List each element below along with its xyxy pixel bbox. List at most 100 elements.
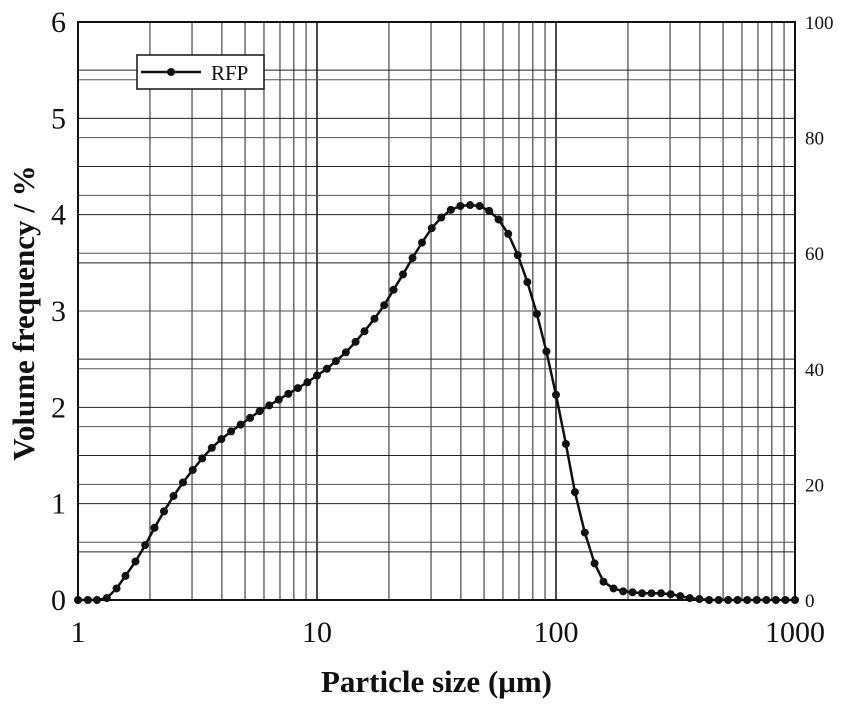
y-tick-label: 1 <box>51 488 66 521</box>
data-point <box>265 401 274 410</box>
data-point <box>313 371 321 380</box>
grid-lines <box>78 22 795 600</box>
data-point <box>141 541 150 550</box>
data-point <box>762 596 771 604</box>
data-point <box>322 364 331 373</box>
data-point <box>293 384 302 393</box>
data-point <box>504 229 513 238</box>
data-point <box>781 596 790 604</box>
data-point <box>485 206 494 215</box>
data-point <box>676 592 685 601</box>
data-point <box>389 285 398 294</box>
data-point <box>227 427 236 436</box>
x-tick-label: 10 <box>302 616 332 649</box>
data-point <box>360 327 369 336</box>
x-axis-title: Particle size (μm) <box>321 664 552 699</box>
y2-tick-label: 0 <box>805 591 815 612</box>
data-point <box>160 507 169 516</box>
data-point <box>771 596 780 604</box>
data-point <box>112 584 121 593</box>
data-point <box>542 347 551 356</box>
y2-tick-label: 60 <box>805 244 824 265</box>
data-point <box>695 595 704 604</box>
data-point <box>427 224 436 233</box>
data-point <box>752 596 761 604</box>
data-point <box>284 389 293 398</box>
data-point <box>380 301 389 310</box>
data-point <box>580 528 589 537</box>
data-point <box>532 309 541 318</box>
data-point <box>74 596 82 604</box>
data-point <box>523 278 532 287</box>
data-point <box>341 348 350 357</box>
data-point <box>494 215 503 224</box>
y-tick-label: 4 <box>51 199 66 232</box>
legend: RFP <box>136 54 265 90</box>
data-point <box>83 596 92 604</box>
plot-frame <box>77 21 796 601</box>
data-point <box>743 596 752 604</box>
data-point <box>236 420 245 429</box>
x-tick-label: 100 <box>534 616 579 649</box>
y-axis-title: Volume frequency / % <box>6 165 41 460</box>
data-point <box>513 251 522 260</box>
data-point <box>255 407 264 416</box>
data-point <box>685 594 694 603</box>
y-tick-label: 5 <box>51 102 66 135</box>
y-tick-label: 2 <box>51 391 66 424</box>
data-point <box>609 584 618 593</box>
data-point <box>418 238 427 247</box>
data-point <box>131 557 140 566</box>
series-line-rfp <box>78 203 795 602</box>
data-point <box>179 478 188 487</box>
data-point <box>791 596 799 604</box>
data-point <box>408 254 417 263</box>
data-point <box>475 201 484 210</box>
data-point <box>570 488 579 497</box>
y2-tick-label: 40 <box>805 360 824 381</box>
data-point <box>666 590 675 599</box>
y-axis-right-ticks: 0 20 40 60 80 100 <box>805 13 834 612</box>
data-point <box>198 454 207 463</box>
series-layer <box>74 201 799 604</box>
y2-tick-label: 100 <box>805 13 834 34</box>
x-axis-ticks: 1 10 100 1000 <box>71 616 826 649</box>
legend-marker-rfp <box>167 68 175 76</box>
legend-label-rfp: RFP <box>211 61 248 85</box>
data-point <box>638 589 647 598</box>
data-point <box>331 357 340 366</box>
data-point <box>733 596 742 604</box>
data-point <box>619 587 628 596</box>
y-tick-label: 6 <box>51 6 66 39</box>
y2-tick-label: 20 <box>805 475 824 496</box>
data-point <box>188 465 197 474</box>
data-point <box>370 314 379 323</box>
data-point <box>207 443 216 452</box>
data-point <box>552 390 560 399</box>
data-point <box>217 435 226 444</box>
data-point <box>446 205 455 214</box>
data-point <box>399 270 408 279</box>
data-point <box>647 589 656 598</box>
data-point <box>351 337 360 346</box>
x-tick-label: 1 <box>71 616 86 649</box>
y-tick-label: 3 <box>51 295 66 328</box>
data-point <box>102 594 111 603</box>
data-point <box>561 439 570 448</box>
x-tick-label: 1000 <box>765 616 825 649</box>
data-point <box>590 559 599 568</box>
data-point <box>466 201 475 210</box>
data-point <box>169 491 178 500</box>
data-point <box>150 523 159 532</box>
data-point <box>246 413 255 422</box>
data-point <box>705 596 714 604</box>
data-point <box>303 378 312 387</box>
data-point <box>657 589 666 598</box>
data-point <box>628 588 637 597</box>
data-point <box>456 201 465 210</box>
y-axis-left-ticks: 0 1 2 3 4 5 6 <box>51 6 66 617</box>
data-point <box>714 596 723 604</box>
data-point <box>437 213 446 222</box>
y2-tick-label: 80 <box>805 129 824 150</box>
